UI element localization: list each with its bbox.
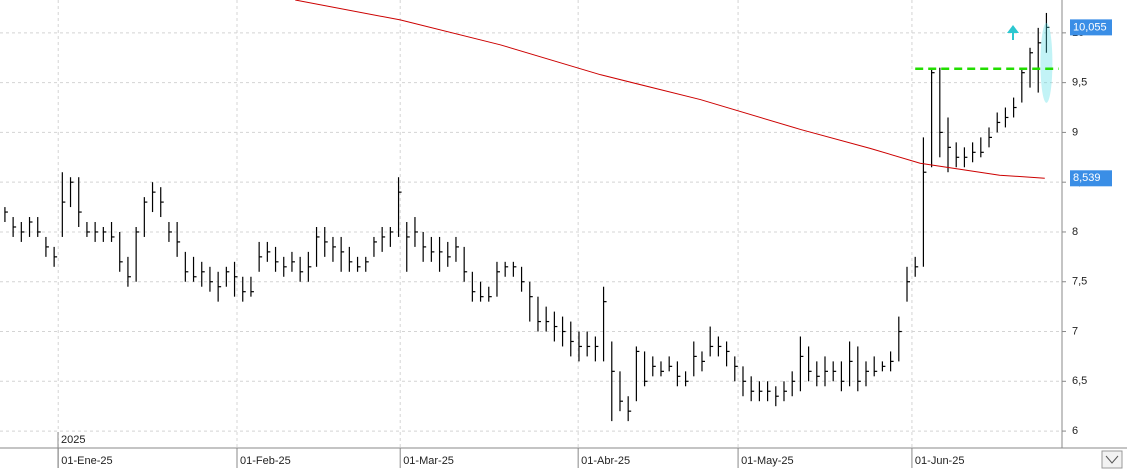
y-tick-label: 6,5 [1072, 375, 1087, 387]
y-tick-label: 8 [1072, 226, 1078, 238]
y-tick-label: 7,5 [1072, 276, 1087, 288]
price-tag-label: 10,055 [1073, 21, 1107, 33]
y-tick-label: 7 [1072, 325, 1078, 337]
plot [4, 0, 1059, 422]
y-tick-label: 9 [1072, 126, 1078, 138]
x-tick-label: 01-Abr-25 [581, 455, 630, 467]
highlight [1040, 22, 1053, 103]
labels: 66,577,588,599,51001-Ene-2501-Feb-2501-M… [61, 19, 1112, 467]
y-tick-label: 6 [1072, 425, 1078, 437]
scroll-icon [1105, 455, 1119, 464]
scroll-corner[interactable] [1101, 450, 1123, 469]
price-tag-label: 8,539 [1073, 172, 1101, 184]
x-tick-label: 01-Mar-25 [403, 455, 454, 467]
y-tick-label: 9,5 [1072, 77, 1087, 89]
year-label: 2025 [61, 434, 85, 446]
up-arrow-icon [1007, 25, 1019, 40]
moving-average-line [295, 0, 1045, 179]
price-tag [1070, 170, 1112, 187]
price-tag [1070, 19, 1112, 36]
x-tick-label: 01-Jun-25 [915, 455, 965, 467]
x-tick-label: 01-Ene-25 [61, 455, 112, 467]
x-tick-label: 01-May-25 [741, 455, 794, 467]
grid [0, 0, 1066, 468]
x-tick-label: 01-Feb-25 [240, 455, 291, 467]
